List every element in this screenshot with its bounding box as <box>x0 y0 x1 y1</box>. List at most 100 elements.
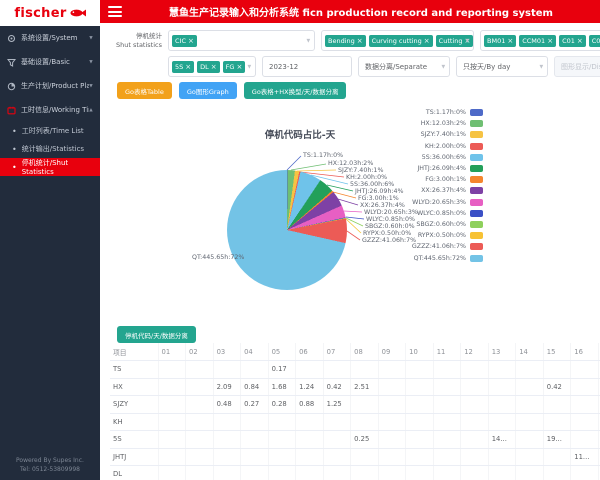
chip-remove-icon[interactable]: × <box>507 36 514 45</box>
legend-item[interactable]: JHTJ:26.09h:4% <box>388 163 483 174</box>
pie-slice-label: SBGZ:0.60h:0% <box>365 223 415 230</box>
chip-remove-icon[interactable]: × <box>356 36 363 45</box>
table-cell <box>212 448 241 466</box>
filter-chip[interactable]: DL × <box>197 60 220 73</box>
byday-select[interactable]: 只按天/By day ▼ <box>456 56 548 77</box>
legend-swatch <box>470 142 483 150</box>
month-picker-input[interactable]: 2023-12 <box>262 56 352 77</box>
shut-code-multiselect[interactable]: CIC × ▼ <box>168 30 315 51</box>
table-cell <box>185 395 214 414</box>
separate-select[interactable]: 数据分离/Separate ▼ <box>358 56 450 77</box>
table-row: HX 2.09 0.84 1.68 1.24 0.42 2.51 0.42 <box>110 378 600 396</box>
data-table-wrap: 项目0102030405060708091011121314151617 TS 0… <box>110 343 600 480</box>
legend-label: WLYD:20.65h:3% <box>412 198 466 206</box>
sidebar-item-time-list[interactable]: • 工时列表/Time List <box>0 122 100 140</box>
table-cell: 1.24 <box>295 378 324 396</box>
table-cell <box>212 360 241 379</box>
legend-item[interactable]: 5S:36.00h:6% <box>388 152 483 163</box>
table-column-header: 06 <box>295 343 324 361</box>
legend-item[interactable]: GZZZ:41.06h:7% <box>388 241 483 252</box>
legend-item[interactable]: WLYC:0.85h:0% <box>388 208 483 219</box>
fischer-logo[interactable]: fischer <box>0 0 100 26</box>
chevron-up-icon: ▲ <box>89 107 93 113</box>
legend-item[interactable]: HX:12.03h:2% <box>388 118 483 129</box>
chip-label: FG <box>225 62 235 71</box>
go-table-button[interactable]: Go表格Table <box>117 82 172 99</box>
table-cell <box>405 395 434 414</box>
chip-remove-icon[interactable]: × <box>236 62 243 71</box>
table-cell <box>597 430 600 449</box>
table-row: TS 0.17 <box>110 360 600 379</box>
filter-chip[interactable]: Cutting × <box>435 34 473 47</box>
sidebar-item-product-plan[interactable]: 生产计划/Product Plan ▼ <box>0 74 100 98</box>
chevron-down-icon: ▼ <box>89 35 93 41</box>
hamburger-menu-icon[interactable] <box>108 6 122 17</box>
legend-item[interactable]: FG:3.00h:1% <box>388 174 483 185</box>
sidebar-item-label: 基础设置/Basic <box>21 58 70 66</box>
table-cell <box>157 430 186 449</box>
table-cell <box>432 465 461 480</box>
display-graph-input[interactable]: 图形显示/Display graph <box>554 56 600 77</box>
chip-remove-icon[interactable]: × <box>423 36 430 45</box>
chip-remove-icon[interactable]: × <box>576 36 583 45</box>
legend-swatch <box>470 187 483 195</box>
pie-slice-label: FG:3.00h:1% <box>358 195 399 202</box>
filter-chip[interactable]: C01 × <box>559 34 586 47</box>
legend-swatch <box>470 131 483 139</box>
filter-chip[interactable]: CCM01 × <box>519 34 557 47</box>
filter-chip[interactable]: FG × <box>222 60 246 73</box>
pie-chart[interactable] <box>227 170 347 290</box>
chip-remove-icon[interactable]: × <box>210 62 217 71</box>
filter-chip[interactable]: 5S × <box>172 60 195 73</box>
chip-remove-icon[interactable]: × <box>185 62 192 71</box>
legend-item[interactable]: SJZY:7.40h:1% <box>388 129 483 140</box>
sidebar-item-basic[interactable]: 基础设置/Basic ▼ <box>0 50 100 74</box>
table-cell <box>570 360 599 379</box>
legend-item[interactable]: KH:2.00h:0% <box>388 141 483 152</box>
table-row: 5S 0.25 14... 19... <box>110 430 600 449</box>
chip-remove-icon[interactable]: × <box>188 36 194 45</box>
legend-label: TS:1.17h:0% <box>425 109 466 117</box>
table-cell <box>377 465 406 480</box>
chevron-down-icon[interactable]: ▼ <box>247 63 252 70</box>
sidebar-item-shut-statistics[interactable]: • 停机统计/Shut Statistics <box>0 158 100 176</box>
filter-chip[interactable]: CIC × <box>172 34 197 47</box>
funnel-icon <box>7 58 17 67</box>
table-cell <box>185 465 214 480</box>
table-row: SJZY 0.48 0.27 0.28 0.88 1.25 <box>110 395 600 414</box>
table-column-header: 10 <box>405 343 434 361</box>
chip-remove-icon[interactable]: × <box>464 36 471 45</box>
legend-item[interactable]: WLYD:20.65h:3% <box>388 197 483 208</box>
chevron-down-icon: ▼ <box>89 59 93 65</box>
sidebar-item-working-time[interactable]: 工时信息/Working Time ▲ <box>0 98 100 122</box>
chip-remove-icon[interactable]: × <box>547 36 554 45</box>
legend-item[interactable]: SBGZ:0.60h:0% <box>388 219 483 230</box>
process-multiselect[interactable]: Bending×Curving cutting×Cutting×F▼ <box>321 30 474 51</box>
filter-chip[interactable]: Curving cutting × <box>368 34 433 47</box>
shift-multiselect[interactable]: 5S × DL × FG × ▼ <box>168 56 256 77</box>
legend-item[interactable]: QT:445.65h:72% <box>388 252 483 263</box>
filter-chip[interactable]: C02× <box>588 34 600 47</box>
table-cell <box>597 360 600 379</box>
chevron-down-icon[interactable]: ▼ <box>539 63 544 70</box>
go-table-hx-button[interactable]: Go表格+HX换型/天/数据分离 <box>243 82 347 99</box>
table-column-header: 04 <box>240 343 269 361</box>
table-cell <box>405 430 434 449</box>
table-section-button[interactable]: 停机代码/天/数据分离 <box>117 326 196 343</box>
legend-item[interactable]: RYPX:0.50h:0% <box>388 230 483 241</box>
chevron-down-icon[interactable]: ▼ <box>441 63 446 70</box>
table-cell <box>185 413 214 431</box>
chevron-down-icon[interactable]: ▼ <box>465 37 470 44</box>
top-header: 慧鱼生产记录输入和分析系统 ficn production record and… <box>100 0 600 23</box>
legend-item[interactable]: XX:26.37h:4% <box>388 185 483 196</box>
chevron-down-icon[interactable]: ▼ <box>306 37 311 44</box>
app-title: 慧鱼生产记录输入和分析系统 ficn production record and… <box>169 8 553 19</box>
sidebar-item-system[interactable]: 系统设置/System ▼ <box>0 26 100 50</box>
go-graph-button[interactable]: Go图形Graph <box>178 82 237 99</box>
filter-chip[interactable]: BM01 × <box>484 34 517 47</box>
machine-multiselect[interactable]: BM01×CCM01×C01×C02×▼ <box>480 30 600 51</box>
main-content: 停机统计 Shut statistics CIC × ▼ Bending × Curvi… <box>100 23 600 480</box>
filter-chip[interactable]: Bending × <box>325 34 366 47</box>
sidebar-item-statistics[interactable]: • 统计输出/Statistics <box>0 140 100 158</box>
legend-item[interactable]: TS:1.17h:0% <box>388 107 483 118</box>
